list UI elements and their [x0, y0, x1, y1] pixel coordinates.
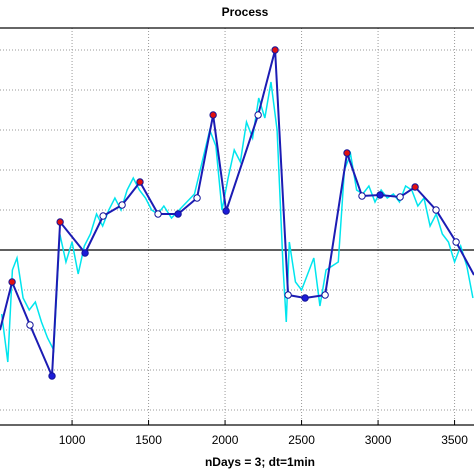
marker [99, 212, 107, 220]
x-tick-label: 3000 [365, 433, 392, 447]
marker [8, 278, 16, 286]
marker [376, 191, 384, 199]
marker [271, 46, 279, 54]
marker [396, 193, 404, 201]
marker [452, 238, 460, 246]
marker [284, 291, 292, 299]
marker [358, 192, 366, 200]
marker [26, 321, 34, 329]
x-axis-label: nDays = 3; dt=1min [205, 455, 315, 469]
marker [154, 210, 162, 218]
marker [81, 249, 89, 257]
marker [193, 194, 201, 202]
marker [48, 372, 56, 380]
marker [56, 218, 64, 226]
x-tick-label: 1500 [135, 433, 162, 447]
marker [411, 183, 419, 191]
marker [222, 207, 230, 215]
marker [321, 291, 329, 299]
marker [254, 111, 262, 119]
marker [432, 206, 440, 214]
marker [301, 294, 309, 302]
x-tick-label: 2500 [288, 433, 315, 447]
marker [136, 178, 144, 186]
marker [343, 149, 351, 157]
plot-area [0, 28, 474, 425]
x-tick-label: 3500 [441, 433, 468, 447]
marker [209, 111, 217, 119]
x-tick-label: 1000 [59, 433, 86, 447]
marker [174, 210, 182, 218]
x-tick-label: 2000 [212, 433, 239, 447]
series-line [0, 49, 474, 377]
series-line [0, 81, 474, 363]
marker [118, 201, 126, 209]
chart-title: Process [222, 5, 269, 19]
plot-frame [0, 27, 474, 426]
